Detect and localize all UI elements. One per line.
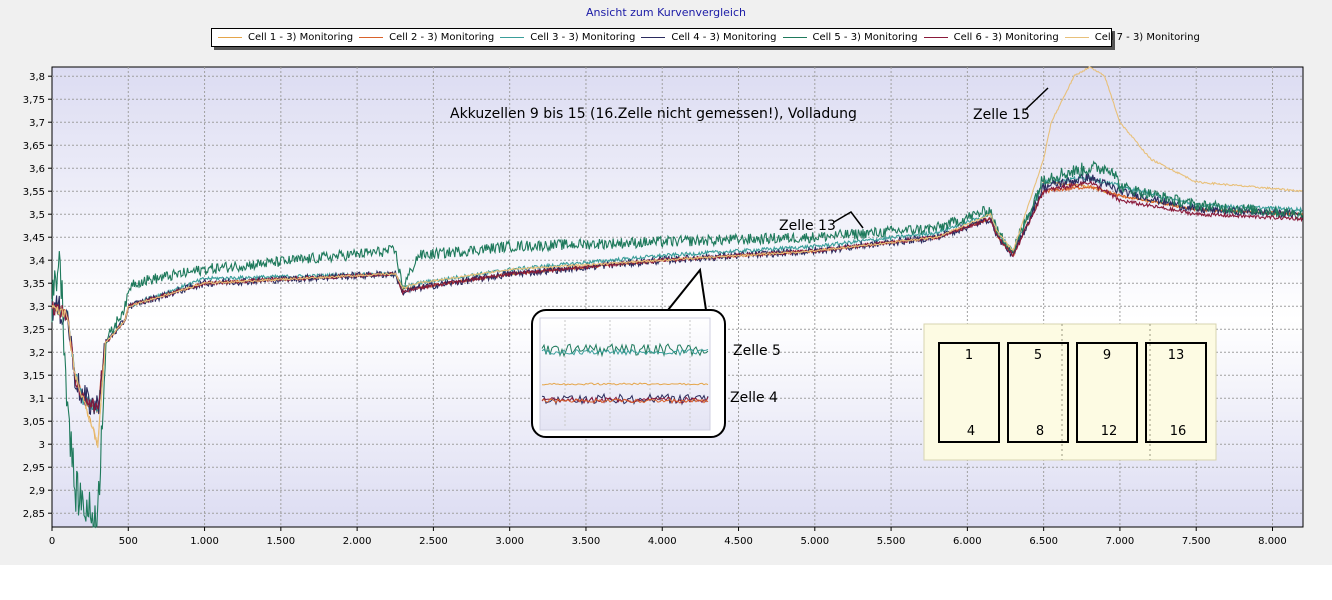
x-tick-label: 1.000 [190,536,219,547]
legend-swatch [782,37,807,38]
legend-label: Cell 2 - 3) Monitoring [389,32,495,43]
inset-series-line [541,342,709,358]
y-tick-label: 3,55 [23,187,45,198]
cell-number-top: 1 [965,348,973,363]
inset-series-line [541,392,709,406]
y-axis: 2,85 2,9 2,95 3 3,05 3,1 3,15 3,2 3,25 3,3 3,35 3,4… [23,72,52,520]
callout-line-zelle13 [833,211,864,229]
cell-block [1076,342,1138,443]
legend-swatch [641,37,666,38]
y-tick-label: 3,2 [29,348,45,359]
chart-title: Ansicht zum Kurvenvergleich [586,6,746,19]
x-tick-label: 1.500 [267,536,296,547]
x-tick-label: 2.500 [419,536,448,547]
legend-label: Cell 7 - 3) Monitoring [1094,32,1200,43]
legend-swatch [923,37,948,38]
legend-item: Cell 7 - 3) Monitoring [1064,32,1200,43]
y-tick-label: 3,8 [29,72,45,83]
x-tick-label: 500 [119,536,138,547]
y-tick-label: 3,7 [29,118,45,129]
cell-block [938,342,1000,443]
cell-block [1007,342,1069,443]
inset-series-line [541,348,709,357]
series-line-cell-7 [51,66,1303,448]
cell-number-bottom: 4 [967,424,975,439]
y-tick-label: 3,25 [23,325,45,336]
series-group [51,66,1303,529]
legend-label: Cell 4 - 3) Monitoring [671,32,777,43]
x-tick-label: 5.500 [877,536,906,547]
cell-layout-diagram: 1 4 5 8 9 12 13 16 [923,323,1217,461]
cell-number-bottom: 8 [1036,424,1044,439]
y-tick-label: 3,15 [23,371,45,382]
x-tick-label: 4.000 [648,536,677,547]
y-tick-label: 2,85 [23,509,45,520]
annotation-zelle15: Zelle 15 [973,107,1030,123]
cell-block [1145,342,1207,443]
y-tick-label: 2,9 [29,486,45,497]
chart-svg: 0 500 1.000 1.500 2.000 2.500 3.000 3.500 4.000 4… [23,66,1304,547]
annotation-zelle5: Zelle 5 [733,343,781,359]
x-tick-label: 3.500 [572,536,601,547]
y-tick-label: 3,4 [29,256,45,267]
y-tick-label: 3,35 [23,279,45,290]
y-tick-label: 3,6 [29,164,45,175]
x-tick-label: 4.500 [724,536,753,547]
x-tick-label: 8.000 [1258,536,1287,547]
y-tick-label: 2,95 [23,463,45,474]
x-tick-label: 2.000 [343,536,372,547]
series-line-cell-5 [51,160,1303,529]
callout-line-zelle15 [1024,87,1049,111]
x-axis: 0 500 1.000 1.500 2.000 2.500 3.000 3.500 4.000 4… [49,527,1287,547]
y-tick-label: 3,45 [23,233,45,244]
cell-number-bottom: 12 [1101,424,1118,439]
legend-item: Cell 6 - 3) Monitoring [923,32,1059,43]
y-tick-label: 3,3 [29,302,45,313]
legend-swatch [218,37,242,38]
legend: Cell 1 - 3) Monitoring Cell 2 - 3) Monito… [211,28,1200,47]
cell-number-top: 13 [1168,348,1185,363]
annotation-zelle13: Zelle 13 [779,218,836,234]
legend-item: Cell 4 - 3) Monitoring [641,32,777,43]
legend-item: Cell 1 - 3) Monitoring [218,32,353,43]
x-tick-label: 6.000 [953,536,982,547]
inset-series-line [541,398,709,404]
legend-swatch [1064,37,1089,38]
legend-swatch [359,37,384,38]
y-tick-label: 3,65 [23,141,45,152]
legend-label: Cell 1 - 3) Monitoring [248,32,354,43]
legend-label: Cell 3 - 3) Monitoring [530,32,636,43]
legend-label: Cell 5 - 3) Monitoring [812,32,918,43]
y-tick-label: 3 [39,440,45,451]
x-tick-label: 7.000 [1106,536,1135,547]
annotation-main-note: Akkuzellen 9 bis 15 (16.Zelle nicht geme… [450,106,857,122]
annotation-zelle4: Zelle 4 [730,390,778,406]
legend-item: Cell 2 - 3) Monitoring [359,32,494,43]
inset-series-line [541,382,709,386]
legend-swatch [500,37,525,38]
y-tick-label: 3,5 [29,210,45,221]
x-tick-label: 5.000 [800,536,829,547]
y-tick-label: 3,1 [29,394,45,405]
cell-number-top: 5 [1034,348,1042,363]
x-tick-label: 7.500 [1182,536,1211,547]
y-tick-label: 3,75 [23,95,45,106]
cell-number-top: 9 [1103,348,1111,363]
legend-item: Cell 5 - 3) Monitoring [782,32,918,43]
x-tick-label: 0 [49,536,55,547]
legend-item: Cell 3 - 3) Monitoring [500,32,635,43]
legend-label: Cell 6 - 3) Monitoring [953,32,1059,43]
y-tick-label: 3,05 [23,417,45,428]
x-tick-label: 6.500 [1029,536,1058,547]
inset-zoom [531,267,726,438]
cell-number-bottom: 16 [1170,424,1187,439]
x-tick-label: 3.000 [495,536,524,547]
